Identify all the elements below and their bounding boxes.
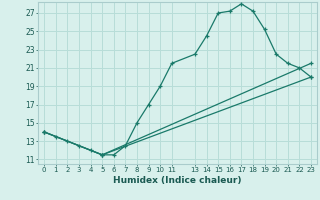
X-axis label: Humidex (Indice chaleur): Humidex (Indice chaleur) (113, 176, 242, 185)
